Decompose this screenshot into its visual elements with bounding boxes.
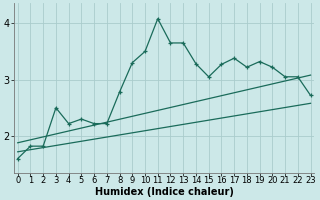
- X-axis label: Humidex (Indice chaleur): Humidex (Indice chaleur): [95, 187, 234, 197]
